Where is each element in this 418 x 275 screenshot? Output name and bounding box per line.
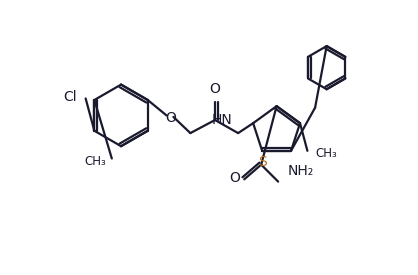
Text: Cl: Cl bbox=[63, 90, 76, 104]
Text: O: O bbox=[229, 171, 240, 185]
Text: O: O bbox=[165, 111, 176, 125]
Text: CH₃: CH₃ bbox=[84, 155, 106, 168]
Text: NH₂: NH₂ bbox=[288, 164, 314, 178]
Text: S: S bbox=[258, 155, 267, 169]
Text: CH₃: CH₃ bbox=[315, 147, 337, 160]
Text: O: O bbox=[209, 82, 220, 96]
Text: HN: HN bbox=[211, 113, 232, 127]
